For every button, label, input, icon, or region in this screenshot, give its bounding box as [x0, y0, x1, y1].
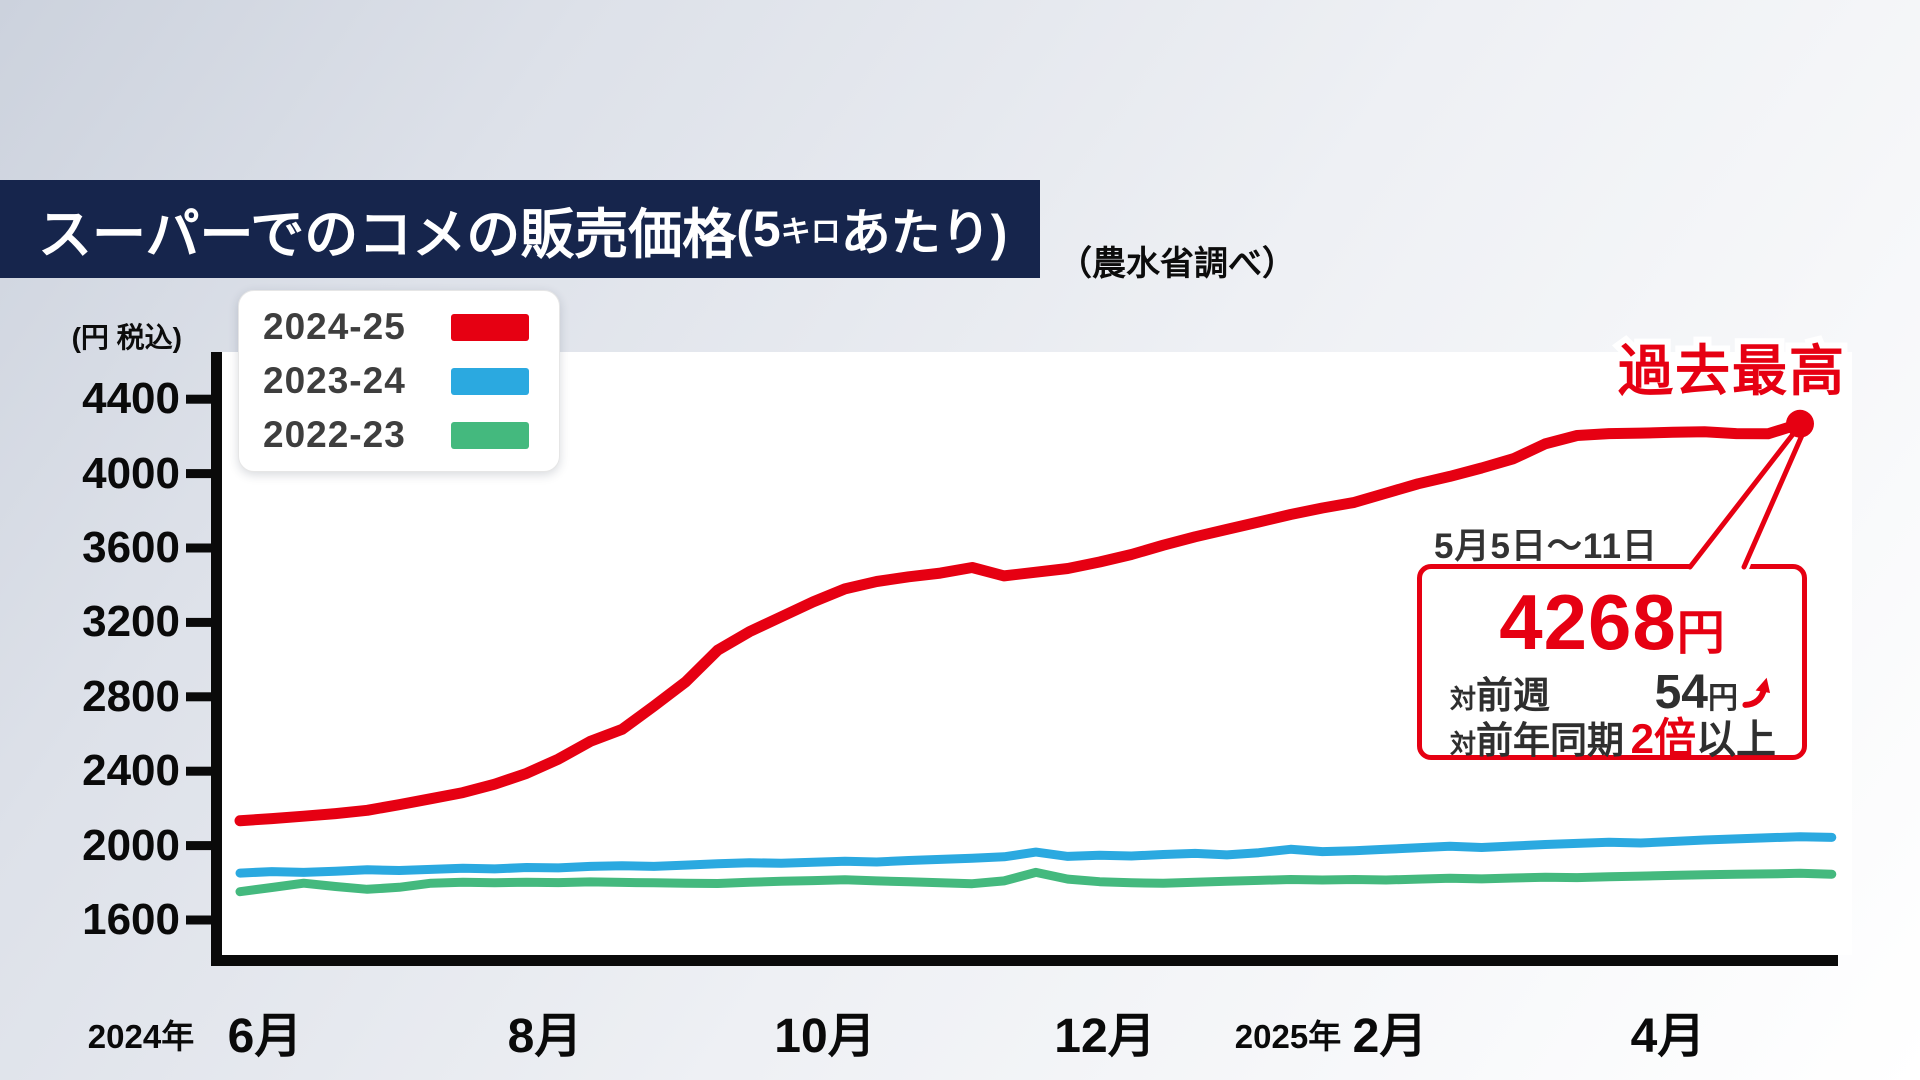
y-tick-mark [186, 915, 211, 925]
series-line-2023-24 [235, 832, 1837, 878]
y-tick-label: 3600 [82, 523, 180, 572]
x-tick-label-year: 2024年 [87, 1018, 195, 1055]
chart-title-text: スーパーでのコメの販売価格 [38, 204, 737, 265]
callout-value-highlight: 2倍 [1630, 715, 1696, 762]
callout-label-text: 前年同期 [1476, 720, 1625, 761]
record-high-outline: 過去最高 [1612, 334, 1850, 408]
y-tick-label: 2000 [82, 820, 180, 870]
callout-price-number: 4268 [1499, 578, 1677, 666]
y-tick-label: 1600 [82, 895, 180, 944]
series-line-2024-25 [234, 418, 1806, 827]
legend-label: 2022-23 [263, 414, 406, 455]
legend: 2024-25 2023-24 2022-23 [238, 290, 560, 472]
legend-item-2024-25: 2024-25 [263, 305, 559, 349]
x-axis-line [211, 955, 1838, 966]
x-tick-label-year: 2025年 [1234, 1018, 1342, 1055]
callout-label-prefix: 対 [1450, 729, 1477, 759]
y-axis-unit-label: (円 税込) [71, 322, 182, 353]
legend-swatch-blue [451, 367, 529, 395]
x-tick-label-month: 10月 [774, 1010, 876, 1063]
y-tick-label: 2400 [82, 746, 180, 796]
callout-row-value: 2倍以上 [1631, 705, 1776, 766]
callout-row-label: 対前年同期 [1450, 710, 1624, 764]
y-tick-label: 4000 [82, 448, 180, 498]
x-tick-label-month: 4月 [1630, 1010, 1706, 1063]
x-tick-label-month: 6月 [227, 1010, 303, 1063]
callout-row-value: 54円 [1655, 665, 1776, 720]
up-arrow-icon [1742, 677, 1771, 708]
callout-label-text: 前週 [1476, 675, 1551, 716]
callout-row-label: 対前週 [1450, 665, 1550, 719]
y-tick-mark [186, 543, 211, 553]
callout-value-rest: 以上 [1696, 718, 1776, 762]
legend-swatch-green [451, 421, 529, 449]
y-tick-mark [186, 617, 211, 627]
callout-row-vs-prev-week: 対前週 54円 [1450, 665, 1776, 720]
y-tick-mark [186, 469, 211, 479]
chart-title-paren-open: (5 [736, 201, 781, 257]
y-axis-line [211, 352, 222, 966]
y-tick-mark [186, 766, 211, 776]
y-tick-mark [186, 692, 211, 702]
callout-price: 4268円 [1422, 577, 1802, 668]
chart-title-unit-small: キロ [780, 216, 841, 249]
x-tick-label-month: 8月 [507, 1010, 583, 1063]
record-high-text: 過去最高 [1618, 340, 1847, 402]
source-note: （農水省調べ） [1058, 245, 1296, 283]
legend-item-2022-23: 2022-23 [263, 413, 559, 457]
callout-row-vs-last-year: 対前年同期 2倍以上 [1450, 705, 1776, 766]
series-line-2022-23 [235, 867, 1837, 897]
legend-swatch-red [451, 313, 529, 341]
legend-label: 2023-24 [263, 360, 406, 401]
legend-item-2023-24: 2023-24 [263, 359, 559, 403]
chart-title-banner: スーパーでのコメの販売価格 (5 キロ あたり) [0, 180, 1040, 278]
y-tick-label: 3200 [82, 597, 180, 647]
callout-label-prefix: 対 [1450, 684, 1477, 714]
y-tick-label: 2800 [82, 671, 180, 721]
callout-price-unit: 円 [1676, 607, 1725, 660]
x-tick-label-month: 12月 [1054, 1010, 1156, 1063]
x-tick-label-month: 2月 [1352, 1010, 1428, 1063]
callout-value-unit: 円 [1708, 682, 1738, 715]
chart-title-paren-close: あたり) [840, 205, 1008, 261]
callout-date-range: 5月5日～11日 [1434, 527, 1658, 566]
legend-label: 2024-25 [263, 306, 406, 347]
y-tick-mark [186, 841, 211, 851]
record-high-annotation: 過去最高 過去最高 [1612, 326, 1850, 408]
y-tick-label: 4400 [82, 374, 180, 424]
callout-value-number: 54 [1654, 666, 1708, 719]
y-tick-mark [186, 394, 211, 404]
price-callout-box: 4268円 対前週 54円 対前年同期 2倍以上 [1417, 564, 1807, 762]
